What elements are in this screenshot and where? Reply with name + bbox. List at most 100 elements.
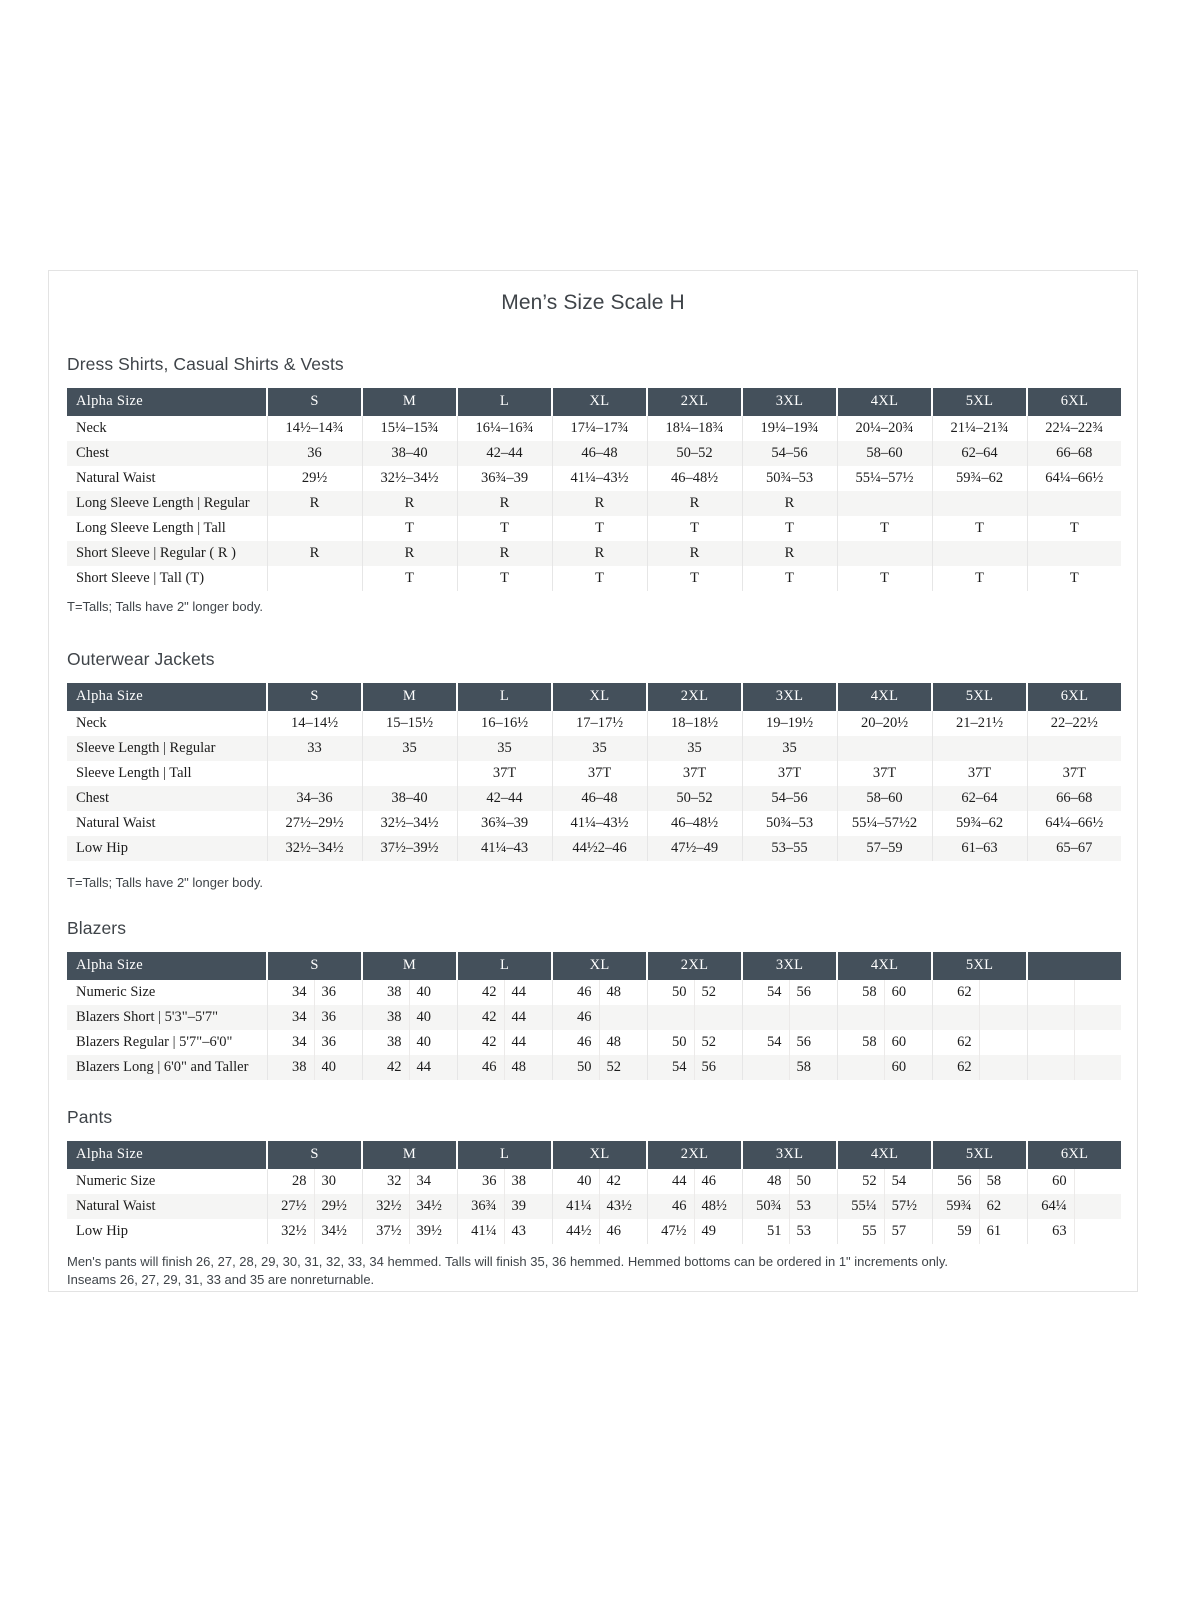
cell: 20–20½ (837, 710, 933, 736)
cell: T (552, 516, 648, 541)
cell: 50¾–53 (742, 810, 838, 836)
cell: 54 (742, 1029, 790, 1055)
cell: 60 (1027, 1168, 1075, 1194)
cell: 29½ (267, 466, 363, 491)
cell: 35 (647, 735, 743, 761)
cell (742, 1004, 790, 1030)
cell: 40 (552, 1168, 600, 1194)
cell: 16–16½ (457, 710, 553, 736)
cell (979, 1029, 1028, 1055)
cell: 50–52 (647, 785, 743, 811)
cell: 44½2–46 (552, 835, 648, 861)
cell: 40 (409, 1004, 458, 1030)
cell (267, 760, 363, 786)
cell: 55 (837, 1218, 885, 1244)
cell: 35 (457, 735, 553, 761)
cell: 37T (457, 760, 553, 786)
col-header-m: M (362, 682, 458, 711)
section-heading-dress-shirts: Dress Shirts, Casual Shirts & Vests (67, 354, 344, 374)
cell: 52 (694, 979, 743, 1005)
cell: 41¼ (457, 1218, 505, 1244)
cell: T (932, 566, 1028, 591)
cell: 46 (552, 1029, 600, 1055)
row-label: Sleeve Length | Tall (67, 760, 268, 786)
cell: 35 (742, 735, 838, 761)
cell: 47½ (647, 1218, 695, 1244)
spacer (67, 1080, 1119, 1107)
cell: 57 (884, 1218, 933, 1244)
cell: 37T (932, 760, 1028, 786)
cell: 54–56 (742, 441, 838, 466)
table-row: Low Hip 32½–34½ 37½–39½ 41¼–43 44½2–46 4… (67, 835, 1121, 861)
col-header-6xl: 6XL (1027, 1140, 1122, 1169)
table-row: Sleeve Length | Tall 37T 37T 37T 37T 37T… (67, 760, 1121, 786)
cell: 34 (409, 1168, 458, 1194)
table-row: Natural Waist 29½ 32½–34½ 36¾–39 41¼–43½… (67, 466, 1121, 491)
col-header-blank (1027, 951, 1122, 980)
cell: 62 (932, 1029, 980, 1055)
cell: 52 (599, 1054, 648, 1080)
cell: 15¼–15¾ (362, 416, 458, 441)
cell: 63 (1027, 1218, 1075, 1244)
table-row: Low Hip 32½ 34½ 37½ 39½ 41¼ 43 44½ 46 47½ 49 … (67, 1218, 1122, 1244)
cell: 18–18½ (647, 710, 743, 736)
row-label: Neck (67, 416, 268, 441)
cell: T (837, 566, 933, 591)
col-header-5xl: 5XL (932, 388, 1028, 416)
cell: 61–63 (932, 835, 1028, 861)
cell: T (932, 516, 1028, 541)
cell: 64¼ (1027, 1193, 1075, 1219)
cell: 38 (362, 1029, 410, 1055)
cell: 38–40 (362, 441, 458, 466)
cell: 43½ (599, 1193, 648, 1219)
table-row: Numeric Size 34 36 38 40 42 44 46 48 50 52 54… (67, 979, 1122, 1005)
spacer (67, 892, 1119, 918)
cell: 35 (552, 735, 648, 761)
cell: 37T (647, 760, 743, 786)
col-header-l: L (457, 388, 553, 416)
cell: 32 (362, 1168, 410, 1194)
col-header-4xl: 4XL (837, 1140, 934, 1169)
table-row: Numeric Size 28 30 32 34 36 38 40 42 44 46 48… (67, 1168, 1122, 1194)
table-header-row: Alpha Size S M L XL 2XL 3XL 4XL 5XL 6XL (67, 682, 1121, 711)
cell: 41¼ (552, 1193, 600, 1219)
cell: 53–55 (742, 835, 838, 861)
cell: 59 (932, 1218, 980, 1244)
row-label: Chest (67, 441, 268, 466)
cell (979, 1004, 1028, 1030)
cell: 55¼–57½2 (837, 810, 933, 836)
cell (837, 541, 933, 566)
col-header-3xl: 3XL (742, 1140, 839, 1169)
cell (932, 1004, 980, 1030)
row-label: Short Sleeve | Regular ( R ) (67, 541, 268, 566)
cell: 46–48½ (647, 466, 743, 491)
col-header-m: M (362, 951, 459, 980)
cell: 66–68 (1027, 785, 1121, 811)
cell (1027, 1054, 1075, 1080)
cell: 37T (837, 760, 933, 786)
cell (267, 516, 363, 541)
cell: T (1027, 516, 1121, 541)
cell: 27½ (267, 1193, 315, 1219)
cell: 34½ (409, 1193, 458, 1219)
row-label: Blazers Regular | 5'7"–6'0" (67, 1029, 268, 1055)
row-label: Low Hip (67, 1218, 268, 1244)
col-header-3xl: 3XL (742, 388, 838, 416)
col-header-2xl: 2XL (647, 951, 744, 980)
cell (1074, 1054, 1122, 1080)
table-note-outerwear: T=Talls; Talls have 2" longer body. (67, 874, 263, 890)
cell (647, 1004, 695, 1030)
cell: 17¼–17¾ (552, 416, 648, 441)
table-outerwear-jackets: Alpha Size S M L XL 2XL 3XL 4XL 5XL 6XL (67, 682, 1121, 861)
cell: 58 (979, 1168, 1028, 1194)
cell: R (742, 491, 838, 516)
table-row: Short Sleeve | Regular ( R ) R R R R R R (67, 541, 1121, 566)
cell: 42–44 (457, 441, 553, 466)
cell: R (267, 541, 363, 566)
cell: T (552, 566, 648, 591)
cell: 28 (267, 1168, 315, 1194)
cell: 54–56 (742, 785, 838, 811)
cell: 57–59 (837, 835, 933, 861)
cell: 50 (789, 1168, 838, 1194)
section-heading-blazers: Blazers (67, 917, 127, 938)
